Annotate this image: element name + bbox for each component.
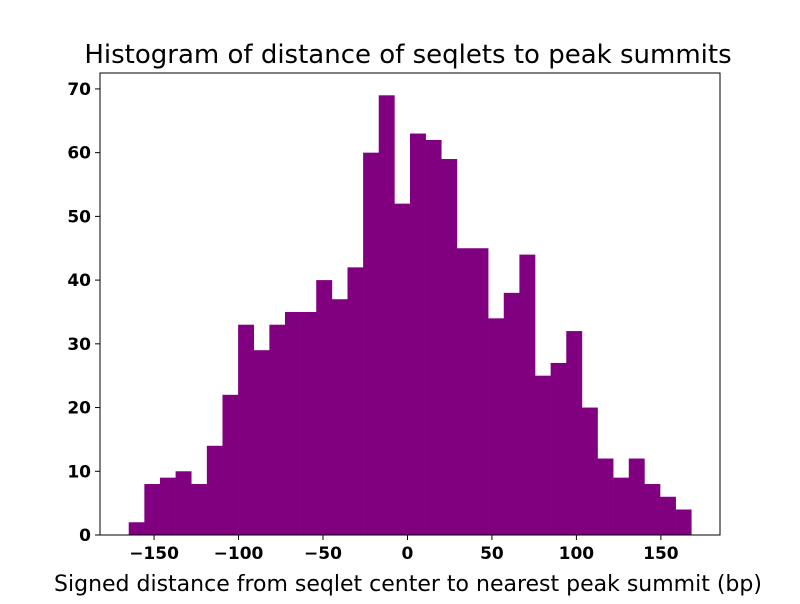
x-tick-label: −50 <box>304 544 342 564</box>
histogram-bar <box>628 458 645 535</box>
histogram-bar <box>581 407 598 535</box>
histogram-bar <box>660 496 676 535</box>
histogram-bar <box>253 350 270 535</box>
histogram-bar <box>238 324 255 535</box>
histogram-bar <box>159 477 176 535</box>
histogram-bar <box>144 484 161 535</box>
histogram-bar <box>597 458 614 535</box>
histogram-bar <box>394 203 411 536</box>
y-tick-label: 40 <box>67 271 91 291</box>
histogram-bar <box>222 394 239 535</box>
histogram-bar <box>175 471 192 535</box>
histogram-bar <box>456 248 473 535</box>
histogram-bar <box>269 324 286 535</box>
histogram-bar <box>128 522 145 535</box>
histogram-bar <box>206 445 223 535</box>
histogram-bar <box>378 95 395 535</box>
x-tick-label: 50 <box>480 544 504 564</box>
x-tick-label: 150 <box>643 544 679 564</box>
x-tick-label: −150 <box>129 544 179 564</box>
histogram-bar <box>425 139 442 535</box>
y-tick-label: 50 <box>67 207 91 227</box>
y-tick-label: 20 <box>67 399 91 419</box>
histogram-bar <box>488 318 505 535</box>
histogram-bar <box>675 509 692 535</box>
y-tick-label: 60 <box>67 144 91 164</box>
histogram-bar <box>191 484 208 535</box>
x-tick-label: −100 <box>214 544 264 564</box>
histogram-bar <box>363 152 380 536</box>
histogram-bar <box>550 362 567 535</box>
y-tick-label: 10 <box>67 462 91 482</box>
chart-title: Histogram of distance of seqlets to peak… <box>84 40 731 70</box>
histogram-bar <box>535 375 551 535</box>
histogram-bar <box>300 311 317 535</box>
y-tick-label: 70 <box>67 80 91 100</box>
histogram-bar <box>331 299 348 535</box>
axes-frame <box>99 72 721 536</box>
x-tick-label: 100 <box>559 544 595 564</box>
histogram-bar <box>503 292 520 535</box>
y-tick-label: 0 <box>79 526 91 546</box>
histogram-bar <box>519 254 536 535</box>
histogram-bar <box>441 159 458 535</box>
histogram-bar <box>410 133 426 535</box>
histogram-bar <box>644 484 661 535</box>
histogram-bar <box>284 311 301 535</box>
histogram-bar <box>347 267 364 535</box>
x-tick-label: 0 <box>402 544 414 564</box>
x-axis-label: Signed distance from seqlet center to ne… <box>54 572 762 597</box>
histogram-bar <box>472 248 489 535</box>
y-tick-label: 30 <box>67 335 91 355</box>
histogram-bar <box>566 331 583 535</box>
histogram-bar <box>613 477 630 535</box>
histogram-bar <box>316 280 333 535</box>
